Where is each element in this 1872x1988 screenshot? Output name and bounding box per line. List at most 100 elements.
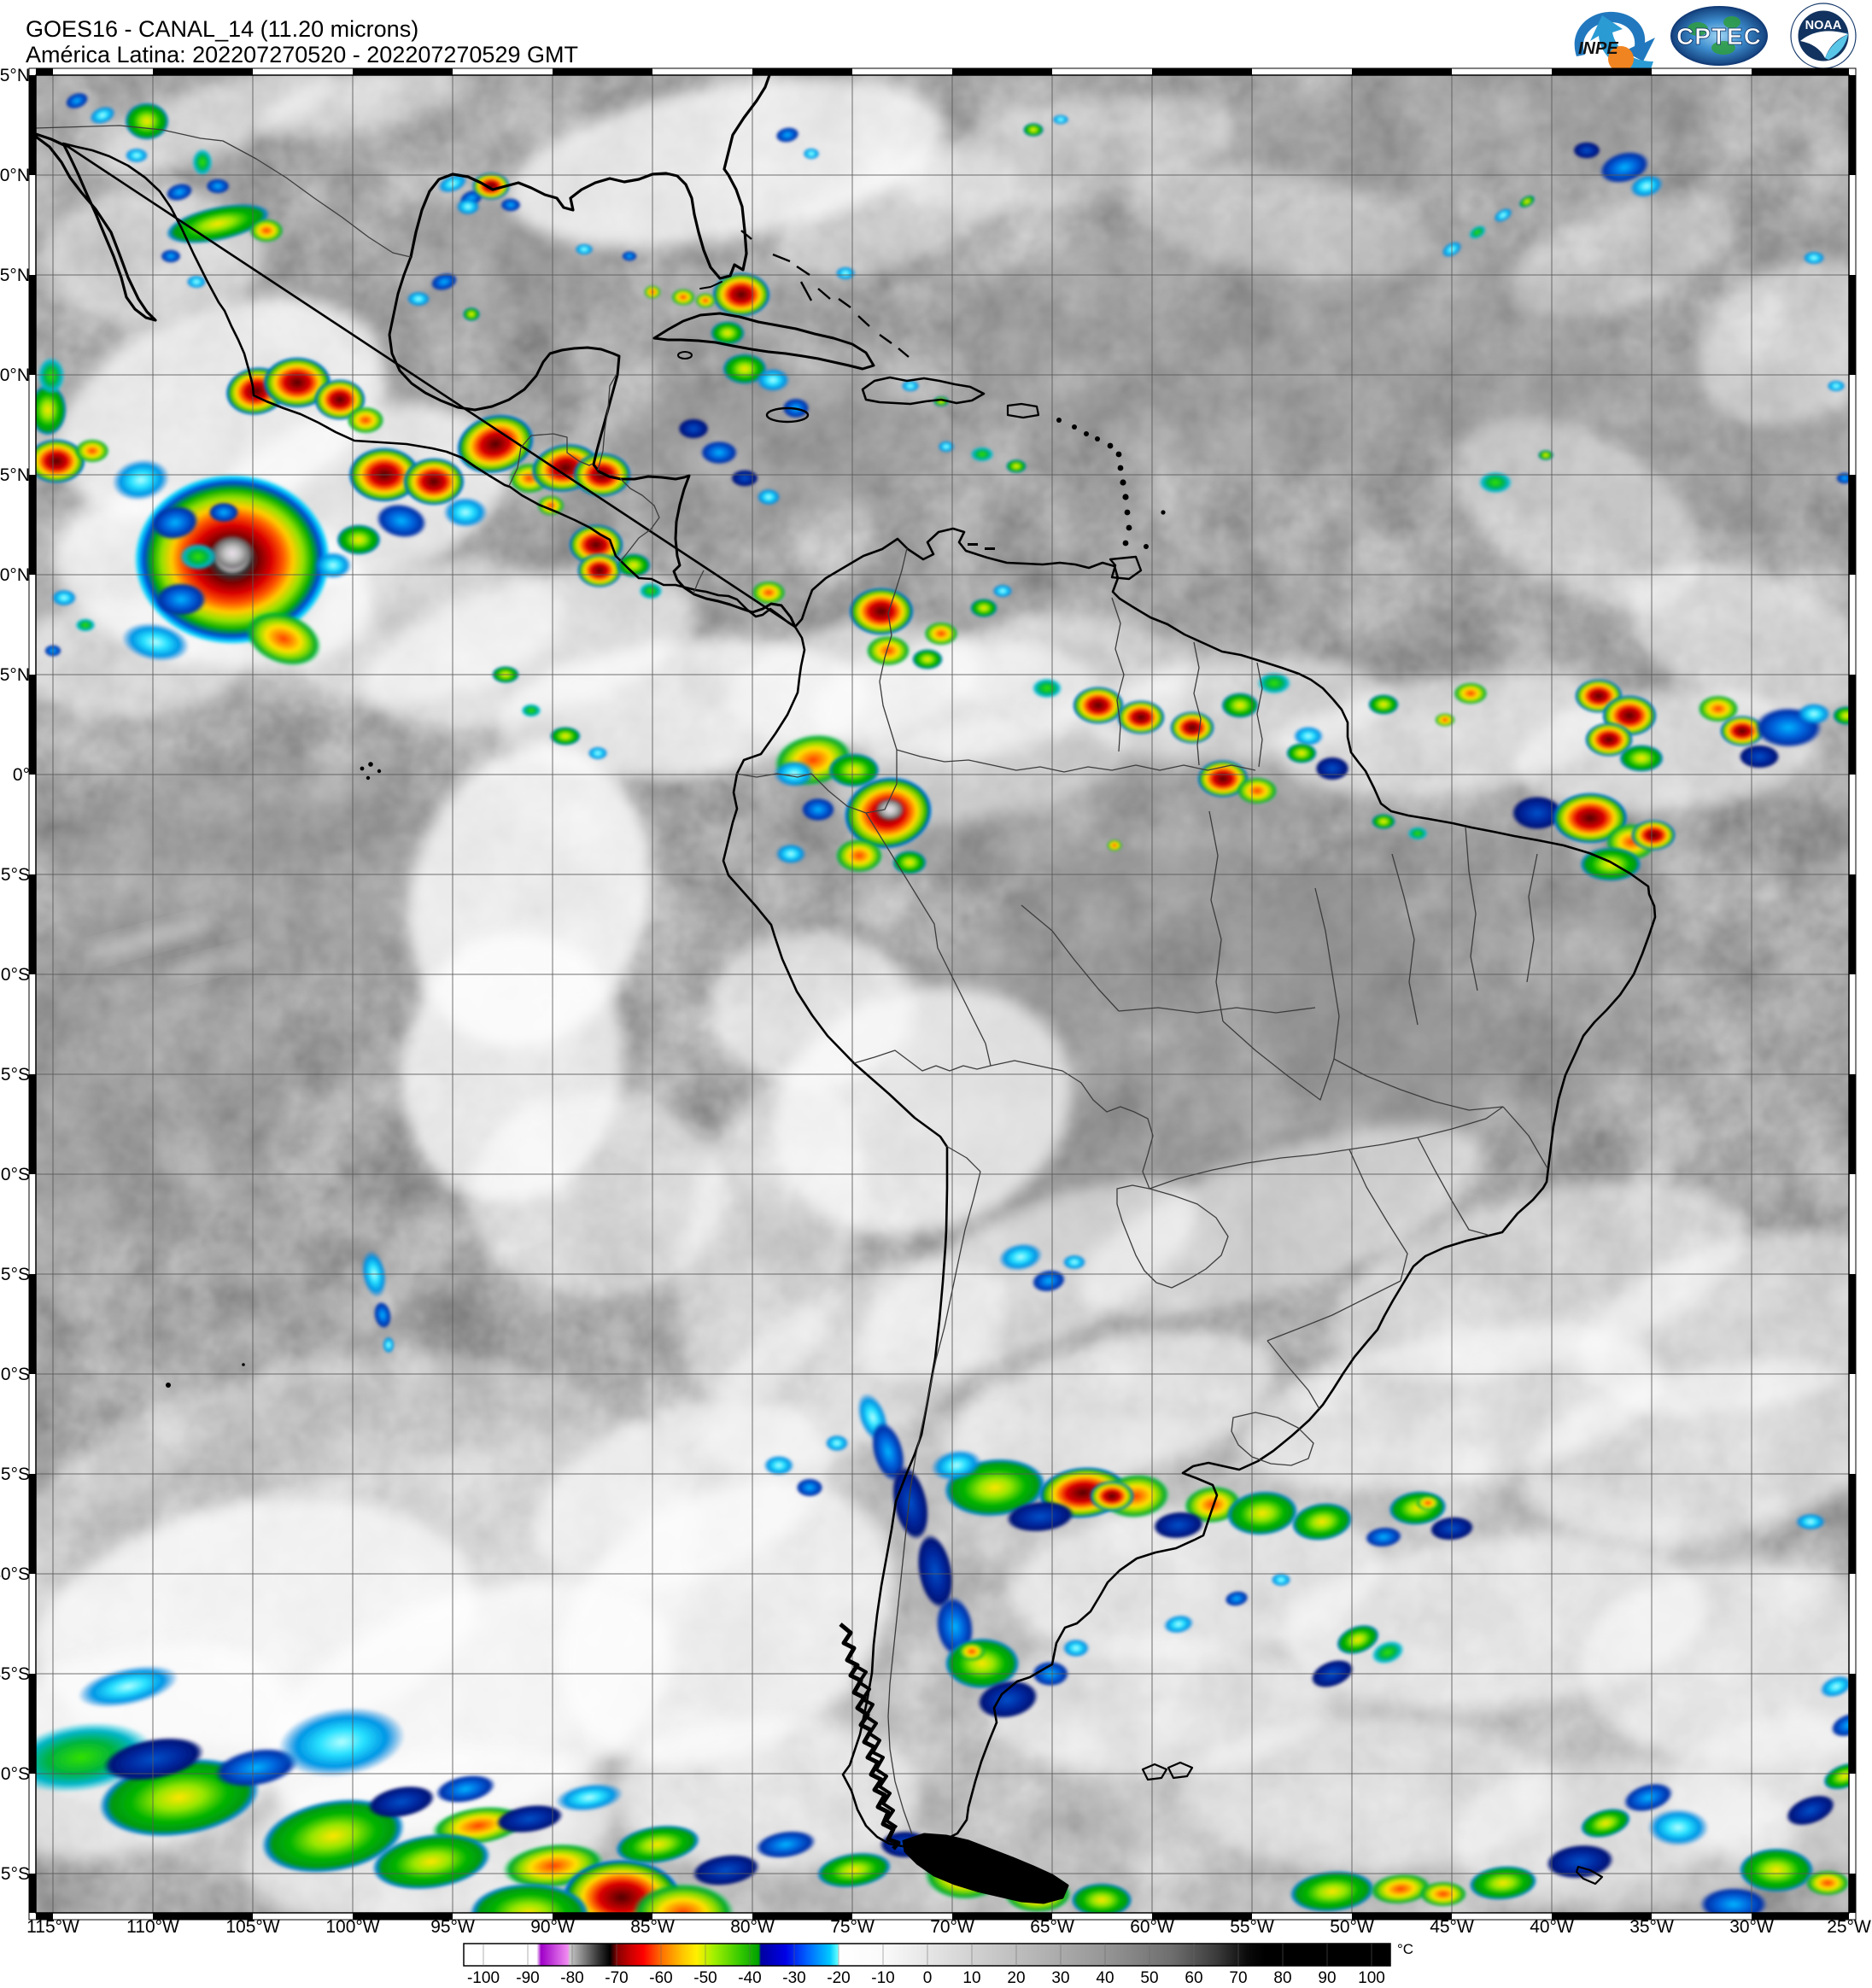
convection-cell [938,441,955,453]
convection-cell [828,753,880,787]
convection-cell [1857,439,1872,453]
galapagos-islands [166,762,382,1388]
convection-cell [208,502,239,523]
convection-cell [166,183,193,202]
convection-cell [151,505,199,541]
latitude-label: 15°N [0,465,30,485]
convection-cell [435,1775,496,1804]
convection-cell [1797,703,1831,725]
convection-cell [125,148,149,163]
cloud-mass [164,948,263,979]
convection-cell [1368,694,1399,715]
longitude-label: 30°W [1729,1917,1774,1937]
convection-cell [998,1242,1043,1272]
convection-cell [376,503,427,539]
convection-cell [1805,1870,1849,1896]
convection-cell [161,249,181,263]
convection-cell [711,321,745,345]
colorbar-tick-label: 50 [1140,1969,1158,1987]
convection-cell [38,357,65,395]
convection-cell [112,459,170,501]
convection-cell [977,1680,1038,1719]
convection-cell [1365,1526,1402,1548]
convection-cell [443,497,488,528]
convection-cell [1225,1590,1249,1607]
gulf-caribbean-coast [388,255,797,629]
convection-cell [249,219,284,243]
noaa-bird-icon [1800,31,1848,58]
convection-cell [1720,716,1764,746]
convection-cell [1647,1809,1709,1846]
longitude-label: 80°W [730,1917,775,1937]
cloud-mass [470,1093,726,1298]
colorbar-tick-label: -60 [649,1969,672,1987]
cptec-continent [1711,41,1735,55]
coastlines [36,75,1657,1904]
cloud-mass [79,920,212,959]
convection-cell [75,618,96,632]
convection-cell [51,589,77,606]
colorbar-tick-label: 90 [1318,1969,1336,1987]
convection-cell [192,149,213,176]
inpe-orange-ball [1608,46,1634,72]
colorbar-tick-label: -70 [605,1969,628,1987]
convection-cell [1573,142,1600,159]
convection-cell [1153,1511,1204,1540]
noaa-logo-text: NOAA [1805,19,1842,32]
cloud-mass [1455,417,1705,608]
tierra-del-fuego [902,1833,1069,1904]
convection-cell [75,439,109,463]
convection-cell [1836,472,1849,484]
convection-cell [1117,700,1165,734]
convection-cell [816,1852,892,1888]
argentina-chile-border [887,1171,981,1835]
convection-cell [622,251,637,261]
convection-cell [912,649,943,669]
convection-cell [825,1435,849,1452]
convection-cell [371,1833,491,1891]
colorbar-tick-label: 40 [1096,1969,1114,1987]
longitude-label: 65°W [1030,1917,1074,1937]
convection-cell [958,1642,986,1661]
convection-cell [1585,722,1633,757]
longitude-label: 105°W [225,1917,279,1937]
latitude-label: 15°S [0,1065,30,1085]
convection-cell [866,635,910,666]
trinidad-coast [1109,555,1143,581]
colorbar-tick-label: 0 [923,1969,933,1987]
political-borders [36,125,1548,1835]
longitude-label: 40°W [1530,1917,1574,1937]
latitude-label: 50°S [0,1764,30,1784]
convection-cell [125,102,169,140]
cloud-mass [257,75,460,137]
colorbar-tick-label: -30 [782,1969,805,1987]
convection-cell [278,1707,406,1777]
inpe-logo: INPE [1574,11,1655,73]
convection-cell [1257,672,1291,694]
convection-cell [1823,1763,1849,1790]
colorbar-tick-label: -10 [871,1969,894,1987]
colorbar-tick-label: 60 [1185,1969,1202,1987]
latitude-label: 10°S [0,965,30,985]
colorbar-tick-label: 100 [1358,1969,1385,1987]
cloud-mass [956,213,1606,470]
map-imagery [36,75,1872,1913]
convection-cell [1062,1254,1086,1270]
convection-cell [102,1737,205,1781]
convection-cell [1107,839,1122,851]
colorbar-tick-label: 10 [962,1969,980,1987]
convection-cell [1546,1844,1614,1880]
convection-cell [632,1883,734,1913]
convection-cell [835,266,856,280]
convection-cell [1286,743,1317,763]
convection-cell [1629,174,1664,198]
convection-cell [1291,1502,1353,1541]
convection-cell [1833,706,1849,725]
convection-cell [796,1478,823,1497]
colorbar-tick-label: -20 [827,1969,850,1987]
longitude-label: 110°W [126,1917,179,1937]
latitude-label: 45°S [0,1664,30,1684]
latitude-label: 30°S [0,1365,30,1384]
colorbar-tick-label: 70 [1229,1969,1247,1987]
